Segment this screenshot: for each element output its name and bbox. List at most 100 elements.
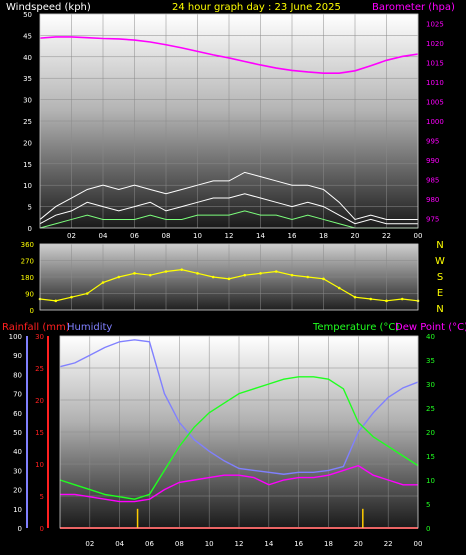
hour-tick-label: 20 <box>351 232 360 240</box>
hour-tick-label: 02 <box>85 540 94 548</box>
hour-tick-label: 08 <box>162 232 171 240</box>
hour-tick-label: 10 <box>205 540 214 548</box>
barometer-tick-label: 980 <box>426 196 439 204</box>
direction-point <box>133 272 136 275</box>
direction-point <box>243 273 247 277</box>
humidity-tick-label: 40 <box>13 448 22 456</box>
rain-tick-label: 25 <box>35 365 44 373</box>
temperature-tick-label: 0 <box>426 525 430 533</box>
direction-point <box>385 299 388 303</box>
humidity-label: Humidity <box>67 322 112 333</box>
rainfall-label: Rainfall (mm) <box>2 322 70 333</box>
hour-tick-label: 18 <box>324 540 333 548</box>
hour-tick-label: 12 <box>225 232 234 240</box>
wind-tick-label: 0 <box>28 225 32 233</box>
barometer-tick-label: 1000 <box>426 118 444 126</box>
barometer-label: Barometer (hpa) <box>372 2 455 13</box>
temperature-tick-label: 35 <box>426 357 435 365</box>
wind-panel-frame <box>39 13 419 229</box>
humidity-series-line <box>59 339 419 475</box>
direction-point <box>259 272 262 275</box>
temperature-label: Temperature (°C) <box>312 322 399 333</box>
direction-tick-label: 180 <box>21 274 34 282</box>
humidity-tick-label: 50 <box>13 429 22 437</box>
hour-tick-label: 16 <box>288 232 297 240</box>
direction-point <box>70 295 73 299</box>
direction-tick-label: 270 <box>21 258 34 266</box>
hour-tick-label: 04 <box>115 540 124 548</box>
dewpoint-series-line <box>60 464 418 503</box>
direction-point <box>148 273 152 277</box>
barometer-tick-label: 1020 <box>426 40 444 48</box>
humidity-tick-label: 70 <box>13 391 22 399</box>
wind-tick-label: 25 <box>23 118 32 126</box>
hour-tick-label: 18 <box>319 232 328 240</box>
wind-tick-label: 40 <box>23 54 32 62</box>
temperature-humidity-panel: 0 10 20 30 40 50 60 70 80 90 100 0 5 10 15 20 25 30 0 5 10… <box>9 333 435 548</box>
humidity-tick-label: 80 <box>13 371 22 379</box>
humidity-tick-label: 10 <box>13 506 22 514</box>
rain-tick-label: 15 <box>35 429 44 437</box>
hour-tick-label: 22 <box>382 232 391 240</box>
gust-series-line <box>39 171 418 221</box>
humidity-tick-label: 30 <box>13 467 22 475</box>
hour-tick-label: 14 <box>264 540 273 548</box>
dewpoint-label: Dew Point (°C) <box>395 322 466 333</box>
rain-tick-label: 5 <box>40 493 44 501</box>
barometer-tick-label: 995 <box>426 137 439 145</box>
humidity-tick-label: 100 <box>9 333 22 341</box>
barometer-tick-label: 1025 <box>426 21 444 29</box>
temperature-series-line <box>59 376 419 500</box>
direction-point <box>196 272 199 275</box>
rain-tick-label: 20 <box>35 397 44 405</box>
temperature-tick-label: 10 <box>426 477 435 485</box>
direction-point <box>400 297 404 301</box>
direction-point <box>322 277 325 281</box>
hour-tick-label: 22 <box>384 540 393 548</box>
humidity-tick-label: 0 <box>18 525 22 533</box>
direction-point <box>211 275 215 279</box>
barometer-tick-label: 990 <box>426 157 439 165</box>
direction-tick-label: 360 <box>21 241 34 249</box>
barometer-tick-label: 1010 <box>426 79 444 87</box>
temperature-tick-label: 30 <box>426 381 435 389</box>
temperature-tick-label: 20 <box>426 429 435 437</box>
direction-tick-label: 90 <box>25 291 34 299</box>
humidity-tick-label: 60 <box>13 410 22 418</box>
compass-label: N <box>436 304 443 315</box>
temperature-tick-label: 40 <box>426 333 435 341</box>
direction-point <box>117 275 121 279</box>
direction-point <box>54 299 58 303</box>
compass-label: W <box>435 256 445 267</box>
direction-point <box>164 270 168 273</box>
direction-point <box>180 268 184 271</box>
direction-point <box>227 277 231 281</box>
hour-tick-label: 14 <box>256 232 265 240</box>
temp-panel-frame <box>59 335 419 529</box>
direction-point <box>101 281 105 284</box>
compass-label: E <box>437 288 443 299</box>
direction-point <box>290 273 294 277</box>
wind-tick-label: 30 <box>23 97 32 105</box>
direction-point <box>353 295 357 299</box>
hour-tick-label: 00 <box>414 232 423 240</box>
barometer-tick-label: 1005 <box>426 99 444 107</box>
chart-title: 24 hour graph day : 23 June 2025 <box>172 2 341 13</box>
hour-tick-label: 02 <box>67 232 76 240</box>
rain-tick-label: 10 <box>35 461 44 469</box>
barometer-tick-label: 985 <box>426 176 439 184</box>
hour-tick-label: 04 <box>99 232 108 240</box>
direction-panel-frame <box>39 243 419 311</box>
hour-tick-label: 20 <box>354 540 363 548</box>
temperature-tick-label: 25 <box>426 405 435 413</box>
hour-tick-label: 06 <box>145 540 154 548</box>
compass-label: N <box>436 240 443 251</box>
barometer-tick-label: 1015 <box>426 60 444 68</box>
wind-tick-label: 20 <box>23 139 32 147</box>
direction-point <box>337 286 341 290</box>
hour-tick-label: 12 <box>235 540 244 548</box>
humidity-tick-label: 20 <box>13 487 22 495</box>
wind-tick-label: 35 <box>23 75 32 83</box>
